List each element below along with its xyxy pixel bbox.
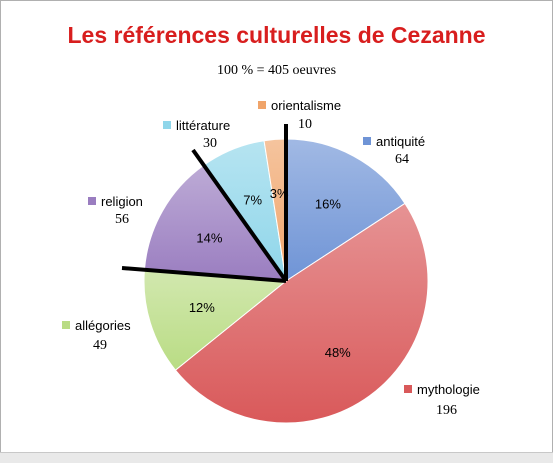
legend-antiquite: antiquité: [363, 134, 425, 149]
legend-swatch-mythologie: [404, 385, 412, 393]
legend-swatch-litterature: [163, 121, 171, 129]
legend-label-litterature: littérature: [176, 118, 231, 133]
count-mythologie: 196: [436, 403, 457, 418]
legend-orientalisme: orientalisme: [258, 98, 341, 113]
bottom-strip: [0, 452, 553, 463]
chart-subtitle: 100 % = 405 oeuvres: [216, 63, 337, 78]
pct-label-antiquite: 16%: [315, 197, 341, 212]
count-allegories: 49: [93, 338, 107, 353]
legend-label-mythologie: mythologie: [417, 382, 480, 397]
pct-label-mythologie: 48%: [325, 345, 351, 360]
legend-label-allegories: allégories: [75, 318, 131, 333]
divider-line-upper-left: [191, 148, 288, 283]
pie-slice-mythologie: [174, 202, 429, 424]
chart-title: Les références culturelles de Cezanne: [67, 22, 486, 48]
pie-slice-religion: [143, 164, 288, 282]
legend-label-orientalisme: orientalisme: [271, 98, 342, 113]
legend-allegories: allégories: [62, 318, 131, 333]
pct-label-orientalisme: 3%: [270, 186, 289, 201]
count-religion: 56: [115, 212, 129, 227]
divider-line-left: [121, 266, 287, 283]
legend-swatch-allegories: [62, 321, 70, 329]
pct-label-religion: 14%: [196, 231, 222, 246]
legend-mythologie: mythologie: [404, 382, 480, 397]
legend-swatch-antiquite: [363, 137, 371, 145]
pct-label-litterature: 7%: [243, 192, 262, 207]
pie-slice-allegories: [143, 268, 288, 371]
pct-label-allegories: 12%: [189, 300, 215, 315]
legend-label-religion: religion: [101, 194, 143, 209]
count-orientalisme: 10: [298, 117, 312, 132]
count-antiquite: 64: [395, 152, 409, 167]
legend-religion: religion: [88, 194, 143, 209]
count-litterature: 30: [203, 136, 217, 151]
legend-litterature: littérature: [163, 118, 230, 133]
legend-swatch-religion: [88, 197, 96, 205]
legend-label-antiquite: antiquité: [376, 134, 426, 149]
legend-swatch-orientalisme: [258, 101, 266, 109]
pie-slice-antiquite: [285, 138, 406, 282]
